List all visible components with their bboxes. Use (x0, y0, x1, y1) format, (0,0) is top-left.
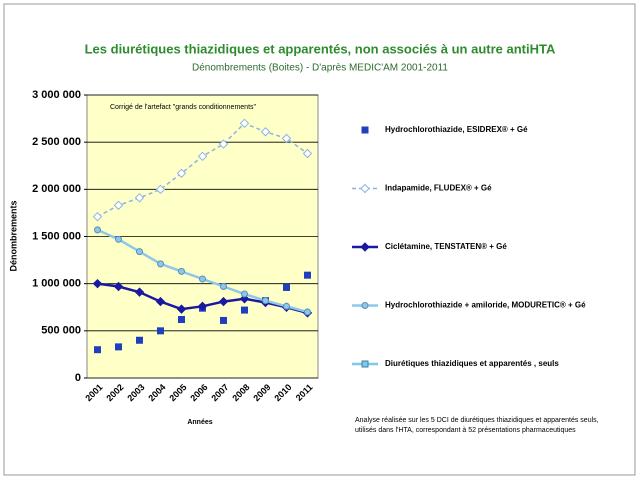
annotation: Corrigé de l'artefact "grands conditionn… (110, 104, 257, 111)
marker (281, 133, 292, 144)
marker (197, 301, 208, 312)
marker (94, 226, 101, 234)
y-tick-label: 1 000 000 (32, 278, 81, 290)
marker (220, 282, 227, 290)
marker (283, 302, 290, 310)
marker (218, 296, 229, 307)
marker (157, 327, 164, 335)
marker (113, 200, 124, 211)
y-tick-label: 2 500 000 (32, 136, 81, 148)
legend-label: Diurétiques thiazidiques et apparentés ,… (385, 359, 559, 368)
legend-marker (361, 360, 369, 368)
marker (155, 296, 166, 307)
marker (178, 316, 185, 324)
legend-label: Hydrochlorothiazide, ESIDREX® + Gé (385, 125, 528, 134)
marker (197, 151, 208, 162)
marker (262, 297, 269, 305)
y-tick-label: 2 000 000 (32, 183, 81, 195)
marker (136, 248, 143, 256)
legend-marker (361, 302, 369, 309)
chart-title: Les diurétiques thiazidiques et apparent… (85, 41, 556, 56)
marker (218, 139, 229, 149)
marker (241, 306, 248, 314)
marker (94, 346, 101, 354)
chart-subtitle: Dénombrements (Boites) - D'après MEDIC'A… (192, 63, 448, 74)
marker (199, 275, 206, 283)
marker (176, 304, 187, 314)
marker (115, 235, 122, 243)
legend-label: Ciclétamine, TENSTATEN® + Gé (385, 242, 507, 251)
y-tick-label: 1 500 000 (32, 230, 81, 242)
x-axis-label: Années (187, 419, 212, 426)
marker (239, 118, 250, 129)
marker (283, 283, 290, 291)
marker (155, 184, 166, 195)
marker (304, 308, 311, 316)
marker (220, 316, 227, 324)
legend-marker (361, 126, 369, 134)
y-axis-label: Dénombrements (8, 200, 18, 271)
marker (134, 287, 145, 297)
marker (157, 260, 164, 268)
marker (302, 148, 313, 159)
legend-marker (360, 242, 370, 252)
legend-label: Hydrochlorothiazide + amiloride, MODURET… (385, 301, 586, 310)
marker (134, 193, 145, 203)
marker (92, 211, 103, 222)
y-tick-label: 0 (75, 372, 81, 384)
y-tick-label: 3 000 000 (32, 89, 81, 101)
marker (115, 343, 122, 351)
legend-marker (360, 183, 370, 194)
marker (92, 278, 103, 289)
legend-label: Indapamide, FLUDEX® + Gé (385, 184, 492, 193)
marker (260, 127, 271, 137)
marker (304, 271, 311, 279)
marker (241, 290, 248, 298)
marker (176, 168, 187, 179)
note-line: Analyse réalisée sur les 5 DCI de diurét… (355, 417, 599, 424)
marker (136, 336, 143, 344)
note-line: utilisés dans l'HTA, correspondant à 52 … (355, 427, 576, 434)
marker (113, 281, 124, 292)
y-tick-label: 500 000 (41, 325, 81, 337)
marker (178, 267, 185, 275)
